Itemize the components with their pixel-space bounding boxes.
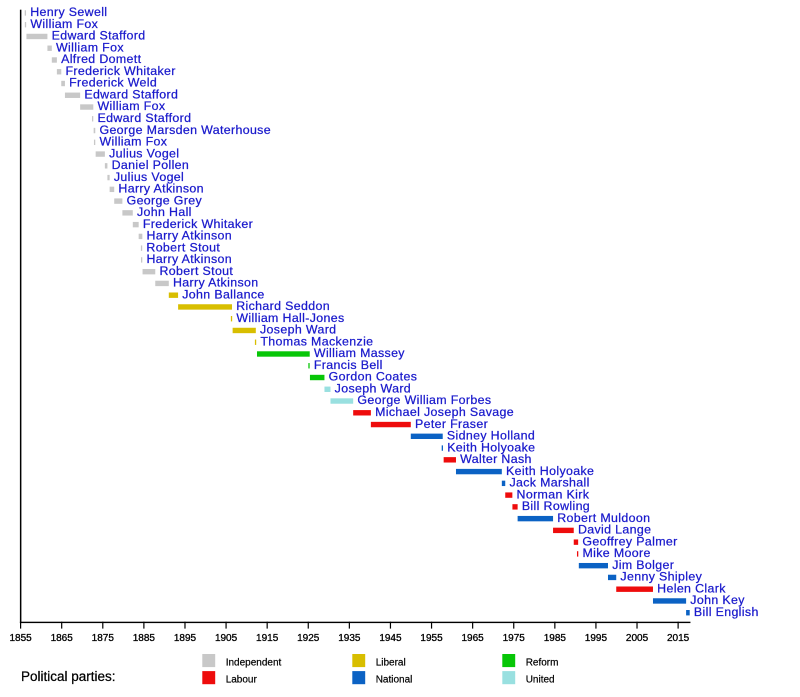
- svg-text:1935: 1935: [338, 633, 361, 644]
- svg-text:Walter Nash: Walter Nash: [460, 452, 532, 466]
- svg-text:Harry Atkinson: Harry Atkinson: [147, 252, 232, 266]
- svg-text:2015: 2015: [667, 633, 690, 644]
- svg-text:Richard Seddon: Richard Seddon: [236, 299, 330, 313]
- svg-text:Harry Atkinson: Harry Atkinson: [173, 276, 258, 290]
- svg-text:Jim Bolger: Jim Bolger: [612, 558, 674, 572]
- svg-text:William Hall-Jones: William Hall-Jones: [236, 311, 344, 325]
- svg-text:Political parties:: Political parties:: [21, 669, 116, 684]
- svg-text:1995: 1995: [585, 633, 608, 644]
- svg-text:1875: 1875: [92, 633, 115, 644]
- svg-text:National: National: [376, 674, 413, 685]
- svg-text:William Fox: William Fox: [30, 17, 98, 31]
- svg-text:Edward Stafford: Edward Stafford: [97, 111, 191, 125]
- svg-text:Robert Stout: Robert Stout: [159, 264, 233, 278]
- svg-text:1865: 1865: [51, 633, 74, 644]
- svg-text:Independent: Independent: [226, 657, 282, 668]
- svg-text:1925: 1925: [297, 633, 320, 644]
- svg-text:Frederick Weld: Frederick Weld: [69, 76, 157, 90]
- svg-text:2005: 2005: [626, 633, 649, 644]
- svg-text:Liberal: Liberal: [376, 657, 406, 668]
- svg-text:1905: 1905: [215, 633, 238, 644]
- svg-text:1855: 1855: [9, 633, 32, 644]
- svg-text:William Fox: William Fox: [98, 99, 166, 113]
- svg-text:1915: 1915: [256, 633, 279, 644]
- svg-text:Julius Vogel: Julius Vogel: [109, 146, 179, 160]
- svg-text:Geoffrey Palmer: Geoffrey Palmer: [582, 534, 677, 548]
- svg-text:Thomas Mackenzie: Thomas Mackenzie: [260, 334, 373, 348]
- svg-text:1885: 1885: [133, 633, 156, 644]
- svg-text:Reform: Reform: [526, 657, 559, 668]
- svg-text:Edward Stafford: Edward Stafford: [84, 87, 178, 101]
- svg-text:Harry Atkinson: Harry Atkinson: [118, 182, 203, 196]
- svg-text:Robert Muldoon: Robert Muldoon: [557, 511, 650, 525]
- svg-text:Gordon Coates: Gordon Coates: [329, 370, 418, 384]
- svg-text:Norman Kirk: Norman Kirk: [517, 487, 590, 501]
- svg-text:Joseph Ward: Joseph Ward: [335, 381, 411, 395]
- svg-text:1955: 1955: [420, 633, 443, 644]
- svg-text:Harry Atkinson: Harry Atkinson: [147, 229, 232, 243]
- svg-text:Edward Stafford: Edward Stafford: [52, 29, 146, 43]
- svg-text:William Fox: William Fox: [56, 40, 124, 54]
- svg-text:Keith Holyoake: Keith Holyoake: [506, 464, 594, 478]
- svg-text:Bill English: Bill English: [694, 605, 759, 619]
- svg-text:Robert Stout: Robert Stout: [146, 240, 220, 254]
- svg-text:Frederick Whitaker: Frederick Whitaker: [65, 64, 175, 78]
- svg-text:John Hall: John Hall: [137, 205, 192, 219]
- svg-text:Frederick Whitaker: Frederick Whitaker: [143, 217, 253, 231]
- svg-text:Sidney Holland: Sidney Holland: [447, 429, 535, 443]
- svg-text:George Marsden Waterhouse: George Marsden Waterhouse: [99, 123, 271, 137]
- svg-text:1895: 1895: [174, 633, 197, 644]
- svg-text:United: United: [526, 674, 555, 685]
- svg-text:Keith Holyoake: Keith Holyoake: [447, 440, 535, 454]
- svg-text:1965: 1965: [462, 633, 485, 644]
- svg-text:1985: 1985: [544, 633, 567, 644]
- svg-text:Alfred Domett: Alfred Domett: [61, 52, 142, 66]
- svg-text:Joseph Ward: Joseph Ward: [260, 323, 336, 337]
- svg-text:Bill Rowling: Bill Rowling: [522, 499, 590, 513]
- svg-text:Jenny Shipley: Jenny Shipley: [620, 570, 702, 584]
- svg-text:John Ballance: John Ballance: [182, 287, 264, 301]
- svg-text:Michael Joseph Savage: Michael Joseph Savage: [375, 405, 514, 419]
- svg-text:1945: 1945: [379, 633, 402, 644]
- svg-text:1975: 1975: [503, 633, 526, 644]
- svg-text:David Lange: David Lange: [578, 523, 651, 537]
- svg-text:Labour: Labour: [226, 674, 258, 685]
- svg-text:William Massey: William Massey: [314, 346, 405, 360]
- svg-text:Helen Clark: Helen Clark: [657, 581, 726, 595]
- svg-text:George Grey: George Grey: [127, 193, 203, 207]
- svg-text:Mike Moore: Mike Moore: [582, 546, 650, 560]
- svg-text:Peter Fraser: Peter Fraser: [415, 417, 488, 431]
- svg-text:Julius Vogel: Julius Vogel: [114, 170, 184, 184]
- svg-text:George William Forbes: George William Forbes: [357, 393, 491, 407]
- svg-text:Henry Sewell: Henry Sewell: [30, 5, 107, 19]
- svg-text:Daniel Pollen: Daniel Pollen: [112, 158, 190, 172]
- svg-text:Francis Bell: Francis Bell: [314, 358, 383, 372]
- svg-text:John Key: John Key: [690, 593, 745, 607]
- svg-text:Jack Marshall: Jack Marshall: [509, 476, 589, 490]
- svg-text:William Fox: William Fox: [99, 135, 167, 149]
